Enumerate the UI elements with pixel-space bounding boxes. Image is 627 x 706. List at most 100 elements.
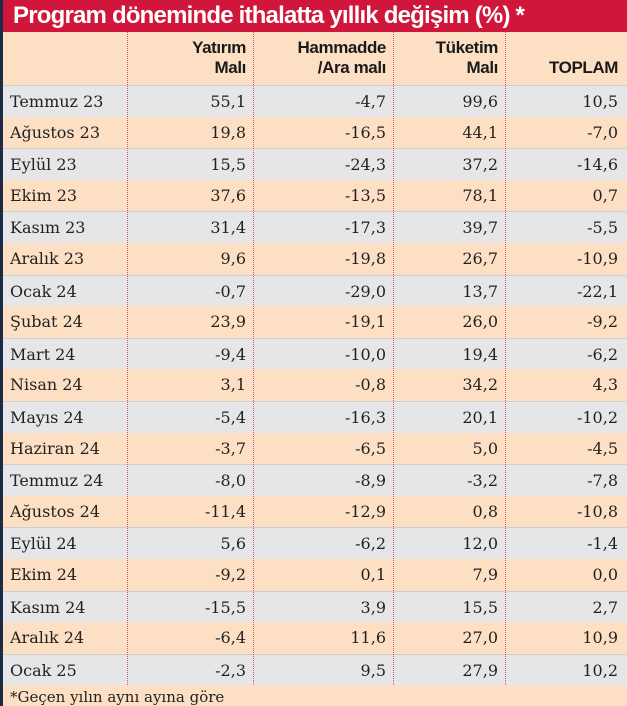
- table-cell: 39,7: [462, 218, 498, 238]
- table-cell: 44,1: [462, 122, 498, 142]
- table-title: Program döneminde ithalatta yıllık değiş…: [3, 0, 627, 32]
- table-cell: -5,5: [587, 218, 618, 238]
- table-row: Nisan 24 3,1 -0,8 34,2 4,3: [3, 369, 627, 401]
- table-cell: 13,7: [462, 281, 498, 301]
- table-row: Mart 24 -9,4 -10,0 19,4 -6,2: [3, 337, 627, 370]
- column-header-line2: Malı: [466, 58, 499, 77]
- table-row: Ağustos 23 19,8 -16,5 44,1 -7,0: [3, 116, 627, 149]
- table-cell: -14,6: [576, 155, 618, 175]
- table-cell: -6,4: [215, 628, 246, 648]
- table-cell: 15,5: [462, 597, 498, 617]
- table-cell: -12,9: [344, 501, 386, 521]
- table-row: Mayıs 24 -5,4 -16,3 20,1 -10,2: [3, 401, 627, 433]
- table-cell: -2,3: [215, 660, 246, 680]
- table-cell: -19,8: [344, 249, 386, 268]
- column-header: Hammadde/Ara malı: [297, 38, 387, 78]
- table-cell: -6,2: [355, 534, 386, 554]
- column-header: TOPLAM: [549, 38, 618, 78]
- table-cell: -8,9: [355, 471, 386, 491]
- table-cell: 11,6: [350, 628, 386, 648]
- table-cell: 26,0: [462, 312, 498, 332]
- table-row: Ekim 23 37,6 -13,5 78,1 0,7: [3, 179, 627, 212]
- table-cell: 34,2: [462, 375, 498, 395]
- column-header-line2: TOPLAM: [548, 58, 618, 77]
- table-cell: 5,6: [220, 534, 246, 554]
- row-label: Ekim 24: [10, 565, 78, 584]
- table-cell: 0,1: [360, 565, 386, 584]
- table-cell: -22,1: [576, 281, 618, 301]
- table-cell: -10,8: [576, 501, 618, 521]
- table-row: Aralık 23 9,6 -19,8 26,7 -10,9: [3, 243, 627, 275]
- table-cell: -1,4: [587, 534, 618, 554]
- table-cell: 19,8: [210, 122, 246, 142]
- column-divider: [505, 32, 506, 685]
- table-row: Haziran 24 -3,7 -6,5 5,0 -4,5: [3, 432, 627, 465]
- row-label: Nisan 24: [10, 375, 83, 395]
- row-label: Kasım 24: [10, 597, 86, 617]
- table-cell: -0,8: [355, 375, 386, 395]
- table-cell: -19,1: [344, 312, 386, 332]
- table-cell: -3,2: [467, 471, 498, 491]
- column-header-line1: Hammadde: [297, 38, 387, 57]
- row-label: Aralık 24: [10, 628, 85, 648]
- column-header-line2: /Ara malı: [317, 58, 387, 77]
- table-cell: 10,9: [582, 628, 618, 648]
- table-row: Ocak 25 -2,3 9,5 27,9 10,2: [3, 653, 627, 686]
- table-cell: 20,1: [462, 408, 498, 427]
- table-cell: -7,8: [587, 471, 618, 491]
- table-cell: -9,2: [587, 312, 618, 332]
- table-row: Ekim 24 -9,2 0,1 7,9 0,0: [3, 559, 627, 591]
- row-label: Eylül 24: [10, 534, 77, 554]
- table-cell: -6,5: [355, 438, 386, 458]
- table-cell: -0,7: [215, 281, 246, 301]
- footnote: *Geçen yılın aynı ayına göre: [10, 688, 225, 706]
- table-cell: 4,3: [592, 375, 618, 395]
- table-row: Eylül 23 15,5 -24,3 37,2 -14,6: [3, 148, 627, 180]
- row-label: Ağustos 24: [10, 501, 101, 521]
- row-label: Temmuz 24: [10, 471, 104, 491]
- table-cell: 23,9: [210, 312, 246, 332]
- table-row: Aralık 24 -6,4 11,6 27,0 10,9: [3, 622, 627, 654]
- column-header-line1: Tüketim: [435, 38, 499, 57]
- table-cell: -11,4: [204, 501, 246, 521]
- table-cell: -8,0: [215, 471, 246, 491]
- table-row: Temmuz 23 55,1 -4,7 99,6 10,5: [3, 85, 627, 117]
- table-row: Şubat 24 23,9 -19,1 26,0 -9,2: [3, 306, 627, 338]
- table-cell: -10,0: [344, 344, 386, 364]
- table-row: Eylül 24 5,6 -6,2 12,0 -1,4: [3, 527, 627, 559]
- table-cell: 15,5: [210, 155, 246, 175]
- table-cell: 19,4: [462, 344, 498, 364]
- table-cell: 0,7: [592, 185, 618, 205]
- table-cell: -13,5: [344, 185, 386, 205]
- column-divider: [127, 32, 128, 685]
- table-cell: -16,5: [344, 122, 386, 142]
- column-header: Tüketim Malı: [435, 38, 499, 78]
- table-cell: -7,0: [587, 122, 618, 142]
- table-cell: -6,2: [587, 344, 618, 364]
- table-cell: 31,4: [210, 218, 246, 238]
- table-cell: -16,3: [344, 408, 386, 427]
- row-label: Ağustos 23: [10, 122, 101, 142]
- table-cell: 0,8: [472, 501, 498, 521]
- table-cell: 78,1: [462, 185, 498, 205]
- column-header: Yatırım Malı: [192, 38, 246, 78]
- table-row: Ağustos 24 -11,4 -12,9 0,8 -10,8: [3, 495, 627, 528]
- left-edge-strip: [0, 0, 3, 706]
- row-label: Mart 24: [10, 344, 76, 364]
- table-cell: 3,1: [220, 375, 246, 395]
- row-label: Ekim 23: [10, 185, 78, 205]
- table-cell: 0,0: [592, 565, 618, 584]
- table-row: Kasım 24 -15,5 3,9 15,5 2,7: [3, 590, 627, 623]
- column-header-line2: Malı: [214, 58, 247, 77]
- table-cell: -10,2: [576, 408, 618, 427]
- table-cell: 27,0: [462, 628, 498, 648]
- table-row: Kasım 23 31,4 -17,3 39,7 -5,5: [3, 211, 627, 243]
- table-cell: -29,0: [344, 281, 386, 301]
- table-cell: 9,5: [360, 660, 386, 680]
- row-label: Mayıs 24: [10, 408, 84, 427]
- table-cell: -15,5: [204, 597, 246, 617]
- table-cell: 27,9: [462, 660, 498, 680]
- table-cell: 7,9: [472, 565, 498, 584]
- table-row: Temmuz 24 -8,0 -8,9 -3,2 -7,8: [3, 464, 627, 496]
- table-cell: -9,2: [215, 565, 246, 584]
